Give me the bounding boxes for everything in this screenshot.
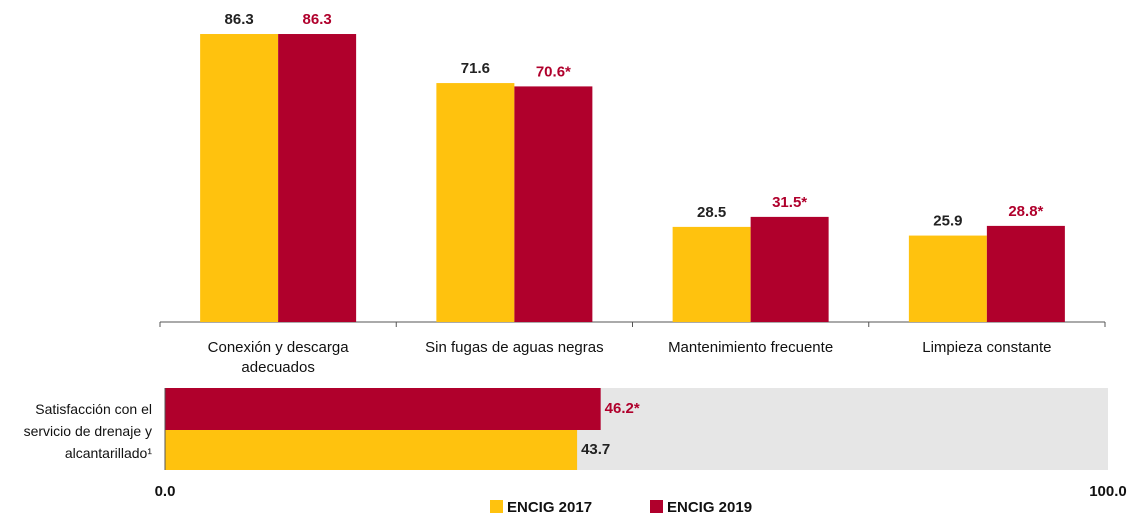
bar xyxy=(165,430,578,470)
x-tick-label: Conexión y descarga adecuados xyxy=(207,339,349,376)
legend-swatch xyxy=(490,500,503,513)
data-label: 43.7 xyxy=(581,441,610,458)
x-tick-label: Sin fugas de aguas negras xyxy=(425,339,604,356)
bar xyxy=(672,226,751,322)
legend-swatch xyxy=(650,500,663,513)
data-label: 70.6* xyxy=(536,63,571,80)
legend-label: ENCIG 2017 xyxy=(507,499,592,516)
data-label: 86.3 xyxy=(225,11,254,28)
data-label: 71.6 xyxy=(461,60,490,77)
data-label: 28.8* xyxy=(1008,203,1043,220)
data-label: 31.5* xyxy=(772,194,807,211)
bar xyxy=(278,34,357,322)
data-label: 25.9 xyxy=(933,213,962,230)
bar xyxy=(436,83,515,322)
bar xyxy=(986,225,1065,322)
bar xyxy=(200,34,279,322)
bar xyxy=(165,388,601,430)
y-tick-label: Satisfacción con el servicio de drenaje … xyxy=(23,401,152,461)
bar xyxy=(750,216,829,322)
data-label: 28.5 xyxy=(697,204,726,221)
x-tick-label: Limpieza constante xyxy=(922,339,1052,356)
data-label: 46.2* xyxy=(605,400,640,417)
bar xyxy=(514,86,593,322)
data-label: 86.3 xyxy=(303,11,332,28)
legend-label: ENCIG 2019 xyxy=(667,499,752,516)
x-tick-label: 100.0 xyxy=(1089,483,1127,500)
x-tick-label: 0.0 xyxy=(155,483,176,500)
bar xyxy=(908,235,987,322)
x-tick-label: Mantenimiento frecuente xyxy=(668,339,834,356)
